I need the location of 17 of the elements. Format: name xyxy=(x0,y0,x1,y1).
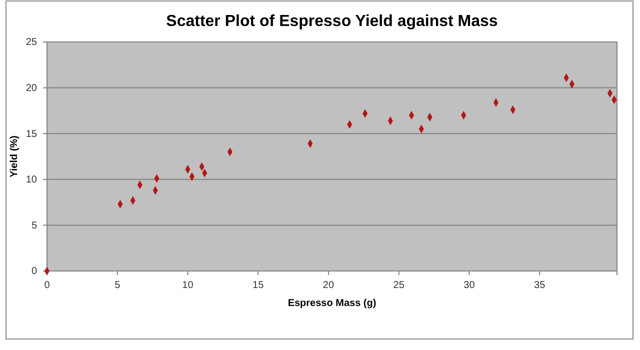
y-tick-label: 20 xyxy=(26,83,38,94)
y-tick-label: 10 xyxy=(26,174,38,186)
y-tick-label: 5 xyxy=(31,220,38,232)
chart-title: Scatter Plot of Espresso Yield against Mass xyxy=(166,13,498,30)
x-tick-label: 10 xyxy=(182,280,194,292)
x-tick-label: 25 xyxy=(393,280,405,292)
x-tick-label: 30 xyxy=(464,280,476,292)
x-tick-label: 5 xyxy=(114,280,121,292)
x-axis-title: Espresso Mass (g) xyxy=(288,298,376,309)
x-tick-label: 35 xyxy=(534,280,546,292)
x-tick-label: 20 xyxy=(322,280,334,292)
x-tick-label: 0 xyxy=(44,280,50,292)
y-tick-label: 15 xyxy=(26,128,38,140)
y-tick-label: 0 xyxy=(31,266,38,278)
x-tick-label: 15 xyxy=(252,280,264,292)
y-axis-title: Yield (%) xyxy=(9,136,20,178)
y-tick-label: 25 xyxy=(26,37,38,48)
